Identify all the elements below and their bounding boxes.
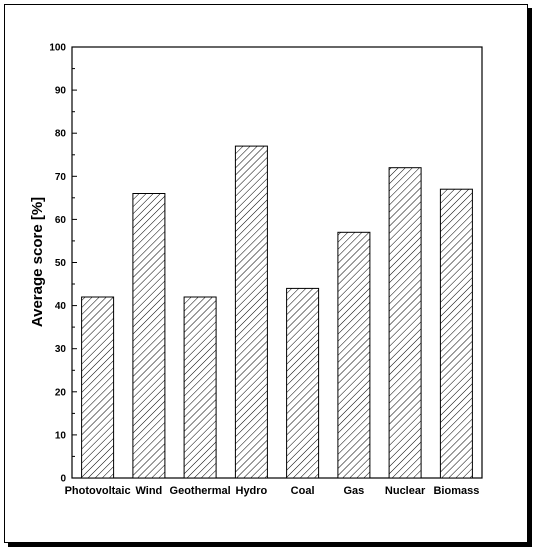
- x-tick-label-geothermal: Geothermal: [170, 485, 231, 497]
- x-tick-label-coal: Coal: [291, 485, 315, 497]
- bar-nuclear: [388, 167, 422, 479]
- bar-hydro: [234, 145, 268, 479]
- y-tick-label: 80: [55, 129, 67, 140]
- x-tick-label-wind: Wind: [136, 485, 163, 497]
- bar-wind: [132, 193, 166, 479]
- x-tick-label-gas: Gas: [344, 485, 365, 497]
- y-tick-label: 50: [55, 258, 67, 269]
- x-tick-label-nuclear: Nuclear: [385, 485, 426, 497]
- y-tick-label: 20: [55, 387, 67, 398]
- x-axis: Photovoltaic Wind Geothermal Hydro Coal Gas Nu…: [65, 485, 480, 497]
- bar-coal: [286, 287, 320, 479]
- bar-photovoltaic: [81, 296, 115, 479]
- y-tick-label: 0: [60, 474, 66, 485]
- x-tick-label-photovoltaic: Photovoltaic: [65, 485, 131, 497]
- y-tick-label: 10: [55, 430, 67, 441]
- y-axis-title: Average score [%]: [29, 197, 46, 327]
- x-tick-label-biomass: Biomass: [433, 485, 479, 497]
- bar-geothermal: [183, 296, 217, 479]
- y-tick-label: 90: [55, 86, 67, 97]
- bars-group: [81, 145, 473, 479]
- y-tick-label: 60: [55, 215, 67, 226]
- y-tick-label: 30: [55, 344, 67, 355]
- y-tick-label: 40: [55, 301, 67, 312]
- y-tick-label: 70: [55, 172, 67, 183]
- y-tick-label: 100: [49, 43, 66, 54]
- x-tick-label-hydro: Hydro: [236, 485, 268, 497]
- bar-gas: [337, 231, 371, 479]
- bar-biomass: [439, 188, 473, 479]
- y-axis: 0 10 20 30 40 50 60 70 80 90 100: [49, 43, 77, 485]
